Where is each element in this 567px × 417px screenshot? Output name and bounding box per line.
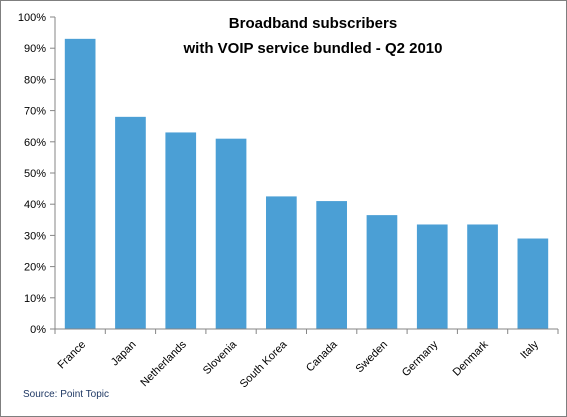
x-tick-label: South Korea — [238, 338, 290, 390]
x-tick-label: Slovenia — [201, 338, 240, 377]
x-tick-label: Japan — [109, 339, 139, 369]
chart-title-line-1: Broadband subscribers — [229, 15, 397, 32]
y-axis: 0% 10% 20% 30% 40% 50% 60% 70% 80% 90% 100% — [18, 12, 56, 336]
y-tick-label: 80% — [24, 74, 46, 86]
y-tick-label: 40% — [24, 199, 46, 211]
chart-title-line-2: with VOIP service bundled - Q2 2010 — [183, 40, 443, 57]
source-note: Source: Point Topic — [23, 389, 109, 400]
x-tick-label: Canada — [304, 338, 340, 374]
x-tick-label: Sweden — [353, 339, 390, 376]
y-tick-label: 30% — [24, 230, 46, 242]
x-tick-label: Denmark — [451, 338, 491, 378]
y-tick-label: 60% — [24, 137, 46, 149]
bar — [366, 215, 398, 329]
bars — [64, 38, 549, 330]
x-tick-label: France — [56, 339, 89, 372]
y-tick-label: 50% — [24, 168, 46, 180]
y-tick-label: 20% — [24, 262, 46, 274]
x-tick-label: Italy — [518, 338, 541, 361]
x-tick-label: Germany — [400, 338, 441, 379]
bar — [215, 138, 247, 329]
x-tick-label: Netherlands — [138, 338, 189, 389]
bar — [316, 201, 347, 329]
bar — [165, 132, 197, 329]
y-tick-label: 70% — [24, 106, 46, 118]
bar — [115, 116, 146, 329]
bar — [64, 38, 96, 330]
bar — [416, 224, 448, 329]
y-tick-label: 90% — [24, 43, 46, 55]
y-tick-label: 100% — [18, 12, 46, 24]
bar — [467, 224, 498, 329]
y-tick-label: 10% — [24, 293, 46, 305]
bar — [266, 196, 297, 329]
bar — [517, 238, 549, 329]
y-tick-label: 0% — [30, 324, 46, 336]
